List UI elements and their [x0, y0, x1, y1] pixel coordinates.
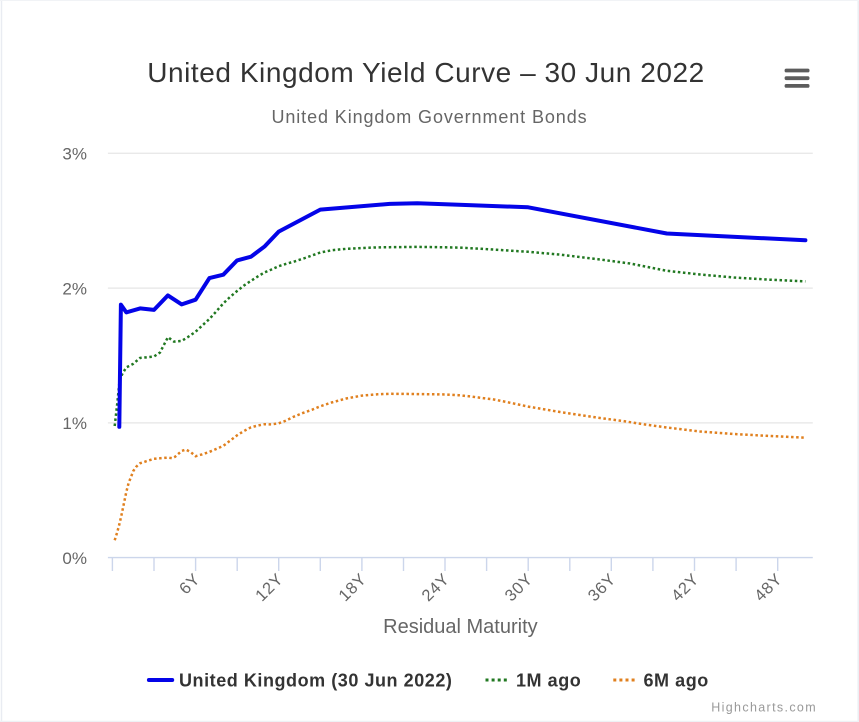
svg-text:United Kingdom Government Bond: United Kingdom Government Bonds	[271, 107, 587, 127]
svg-text:6M ago: 6M ago	[644, 671, 709, 691]
svg-text:0%: 0%	[62, 549, 87, 568]
svg-text:1M ago: 1M ago	[516, 671, 581, 691]
svg-text:United Kingdom Yield Curve – 3: United Kingdom Yield Curve – 30 Jun 2022	[147, 57, 704, 88]
svg-text:1%: 1%	[62, 414, 87, 433]
svg-text:3%: 3%	[62, 145, 87, 164]
svg-text:United Kingdom (30 Jun 2022): United Kingdom (30 Jun 2022)	[179, 671, 452, 691]
svg-text:Highcharts.com: Highcharts.com	[711, 701, 817, 715]
svg-text:2%: 2%	[62, 279, 87, 298]
svg-text:Residual Maturity: Residual Maturity	[383, 616, 538, 638]
